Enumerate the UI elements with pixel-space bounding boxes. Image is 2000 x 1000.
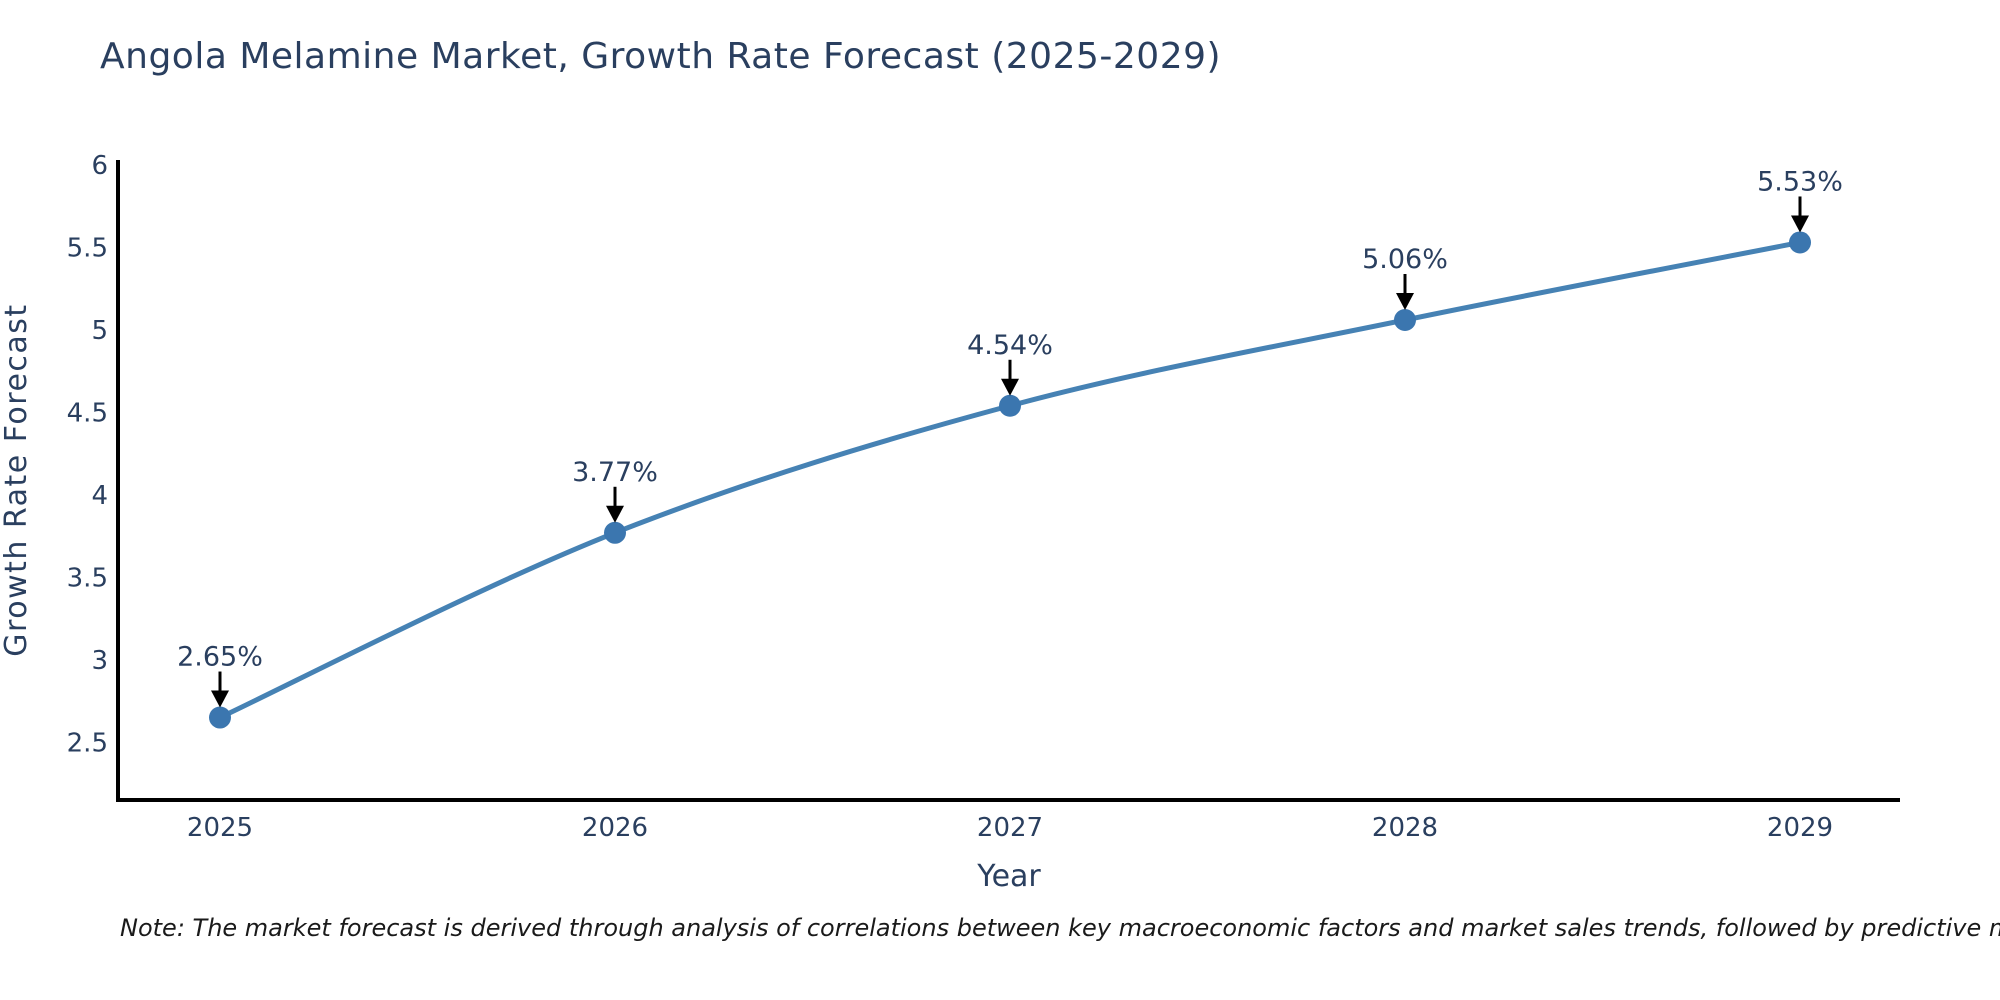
y-tick-label: 3.5 xyxy=(67,563,108,593)
x-tick-label: 2026 xyxy=(582,813,648,843)
x-tick-label: 2029 xyxy=(1767,813,1833,843)
data-point-label: 5.53% xyxy=(1757,166,1843,197)
y-tick-label: 4.5 xyxy=(67,398,108,428)
forecast-line xyxy=(217,239,1803,721)
x-tick-label: 2028 xyxy=(1372,813,1438,843)
chart-footnote: Note: The market forecast is derived thr… xyxy=(120,914,2000,942)
y-axis-title: Growth Rate Forecast xyxy=(0,303,34,656)
y-tick-label: 5.5 xyxy=(67,233,108,263)
data-point-label: 4.54% xyxy=(967,330,1053,361)
chart-title: Angola Melamine Market, Growth Rate Fore… xyxy=(100,36,1222,77)
data-point-label: 2.65% xyxy=(177,642,263,673)
y-tick-label: 5 xyxy=(91,316,108,346)
x-tick-label: 2025 xyxy=(187,813,253,843)
data-point-marker xyxy=(1789,231,1811,254)
data-point-label: 5.06% xyxy=(1362,244,1448,275)
data-point-marker xyxy=(604,521,626,544)
data-point-marker xyxy=(1394,309,1416,331)
data-point-marker xyxy=(209,706,231,729)
annotation-arrow-head xyxy=(211,690,229,708)
data-point-label: 3.77% xyxy=(572,457,658,488)
axis-spines xyxy=(116,160,1900,802)
annotation-arrow-head xyxy=(606,505,624,523)
annotation-arrow-head xyxy=(1791,215,1809,233)
x-axis-title: Year xyxy=(976,859,1041,894)
y-tick-label: 6 xyxy=(91,151,108,181)
y-tick-label: 3 xyxy=(91,646,108,676)
y-tick-label: 4 xyxy=(91,481,108,511)
y-tick-label: 2.5 xyxy=(67,728,108,758)
x-tick-label: 2027 xyxy=(977,813,1043,843)
data-point-marker xyxy=(999,394,1021,417)
annotation-arrow-head xyxy=(1396,293,1414,310)
annotation-arrow-head xyxy=(1001,378,1019,396)
